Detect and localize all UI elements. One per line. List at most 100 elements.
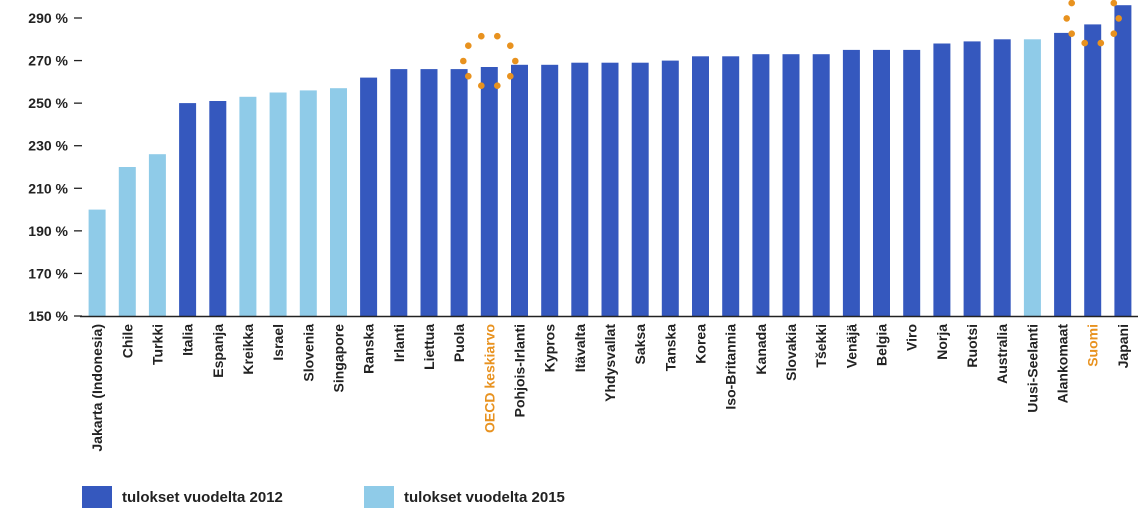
x-tick-label: Liettua bbox=[421, 324, 437, 370]
bar bbox=[1084, 24, 1102, 317]
highlight-dot bbox=[1110, 30, 1118, 37]
bar bbox=[511, 64, 528, 316]
bar bbox=[1054, 32, 1072, 317]
x-tick-label: Slovenia bbox=[300, 324, 316, 382]
highlight-dot bbox=[1110, 0, 1118, 7]
highlight-dot bbox=[1081, 39, 1088, 47]
highlight-dot bbox=[1115, 15, 1122, 22]
legend-swatch-2015 bbox=[364, 486, 394, 508]
x-tick-label: Turkki bbox=[149, 324, 165, 365]
x-tick-label: Chile bbox=[119, 324, 135, 358]
bar bbox=[571, 62, 589, 317]
bar bbox=[480, 67, 498, 316]
x-tick-label: Viro bbox=[904, 324, 920, 351]
bar bbox=[239, 96, 257, 316]
x-tick-label: Venäjä bbox=[843, 324, 859, 369]
x-axis-labels: Jakarta (Indonesia) Chile Turkki Italia Espa… bbox=[89, 324, 1131, 452]
legend-item-2015: tulokset vuodelta 2015 bbox=[364, 486, 565, 508]
y-tick-label: 210 % bbox=[28, 180, 68, 196]
bar bbox=[692, 56, 709, 317]
x-tick-label: Slovakia bbox=[783, 324, 799, 381]
x-tick-label: Korea bbox=[693, 324, 709, 364]
bar bbox=[903, 49, 921, 317]
legend-swatch-2012 bbox=[82, 486, 112, 508]
highlight-dot bbox=[1097, 39, 1105, 47]
highlight-dot bbox=[494, 82, 501, 89]
highlight-dot bbox=[1063, 15, 1070, 22]
y-tick-label: 250 % bbox=[28, 95, 68, 111]
x-tick-label: Italia bbox=[180, 324, 196, 356]
x-tick-label: Uusi-Seelanti bbox=[1024, 324, 1040, 413]
legend-item-2012: tulokset vuodelta 2012 bbox=[82, 486, 283, 508]
highlight-dot bbox=[494, 32, 501, 40]
y-tick-label: 230 % bbox=[28, 138, 68, 154]
bar bbox=[1023, 39, 1041, 317]
x-tick-label: Itävalta bbox=[572, 324, 588, 372]
x-tick-label: Belgia bbox=[874, 324, 890, 366]
highlight-circles bbox=[460, 0, 1122, 89]
x-tick-label: Jakarta (Indonesia) bbox=[89, 324, 105, 452]
x-tick-label: Japani bbox=[1115, 324, 1131, 368]
bar bbox=[1114, 5, 1132, 316]
bar bbox=[873, 49, 890, 317]
highlight-dot bbox=[465, 42, 472, 49]
y-tick-label: 290 % bbox=[28, 10, 68, 26]
bar bbox=[842, 49, 860, 317]
x-tick-label: Saksa bbox=[632, 324, 648, 365]
x-tick-label: Ranska bbox=[361, 324, 377, 374]
bar bbox=[661, 60, 679, 316]
bar bbox=[179, 103, 197, 316]
x-tick-label: Kreikka bbox=[240, 324, 256, 375]
x-tick-label: Yhdysvallat bbox=[602, 324, 618, 402]
x-tick-label: Kanada bbox=[753, 324, 769, 375]
x-tick-label: Israel bbox=[270, 324, 286, 361]
bar bbox=[752, 54, 770, 316]
x-tick-label: Iso-Britannia bbox=[723, 324, 739, 410]
x-tick-label: Tšekki bbox=[813, 324, 829, 368]
bar bbox=[299, 90, 317, 317]
x-tick-label: Tanska bbox=[662, 324, 678, 371]
bar bbox=[209, 101, 227, 316]
bar bbox=[330, 88, 347, 316]
x-tick-label: Suomi bbox=[1085, 324, 1101, 367]
bar bbox=[148, 154, 166, 316]
highlight-dot bbox=[507, 42, 514, 49]
x-tick-label: Alankomaat bbox=[1055, 324, 1071, 404]
bar bbox=[933, 43, 951, 316]
bar bbox=[993, 39, 1011, 317]
bar bbox=[541, 64, 559, 316]
bar bbox=[782, 54, 800, 316]
bars bbox=[88, 5, 1132, 317]
x-tick-label: OECD keskiarvo bbox=[481, 324, 497, 433]
y-axis: 150 % 170 % 190 % 210 % 230 % 250 % 270 % 290 % bbox=[28, 10, 82, 324]
highlight-dot bbox=[507, 72, 514, 80]
bar bbox=[601, 62, 619, 317]
x-tick-label: Australia bbox=[994, 324, 1010, 384]
bar bbox=[631, 62, 649, 317]
y-tick-label: 190 % bbox=[28, 223, 68, 239]
bar bbox=[390, 69, 408, 316]
x-tick-label: Pohjois-Irlanti bbox=[512, 324, 528, 417]
y-tick-label: 270 % bbox=[28, 53, 68, 69]
x-tick-label: Singapore bbox=[331, 324, 347, 393]
legend-label-2015: tulokset vuodelta 2015 bbox=[404, 488, 565, 506]
highlight-dot bbox=[460, 57, 467, 65]
x-tick-label: Irlanti bbox=[391, 324, 407, 362]
y-tick-label: 150 % bbox=[28, 308, 68, 324]
bar bbox=[420, 69, 438, 316]
highlight-dot bbox=[1068, 0, 1075, 7]
bar bbox=[963, 41, 981, 317]
x-tick-label: Ruotsi bbox=[964, 324, 980, 368]
x-tick-label: Norja bbox=[934, 324, 950, 360]
highlight-dot bbox=[1068, 30, 1075, 37]
bar bbox=[450, 69, 468, 316]
bar bbox=[88, 209, 106, 316]
bar bbox=[118, 167, 136, 316]
x-tick-label: Puola bbox=[451, 324, 467, 362]
highlight-dot bbox=[478, 32, 485, 40]
x-tick-label: Kypros bbox=[542, 324, 558, 372]
y-tick-label: 170 % bbox=[28, 265, 68, 281]
bar bbox=[722, 56, 740, 317]
highlight-dot bbox=[478, 82, 485, 89]
